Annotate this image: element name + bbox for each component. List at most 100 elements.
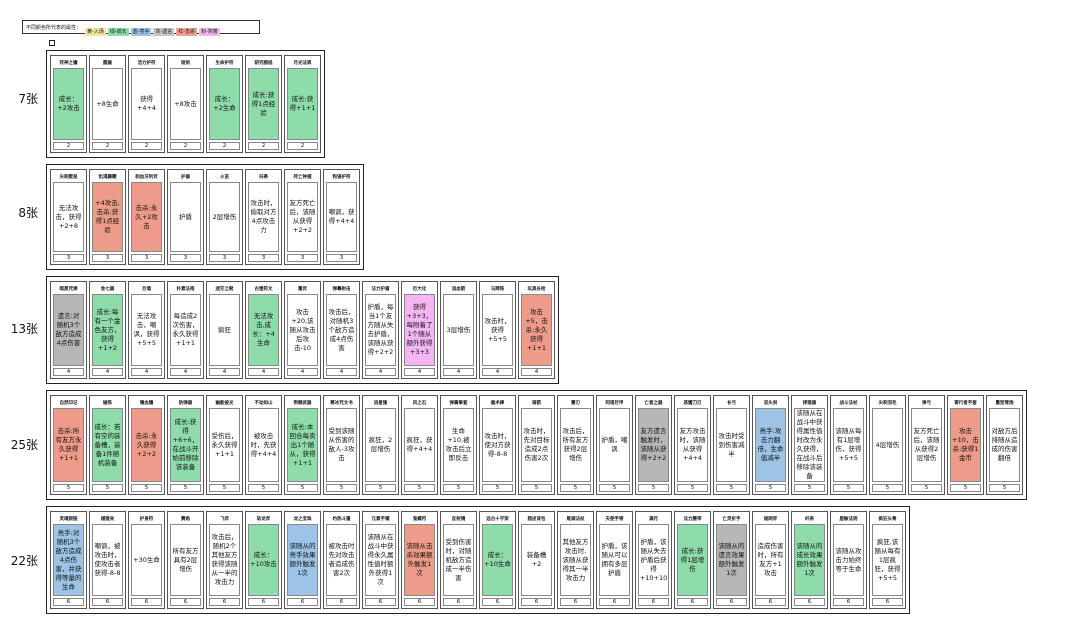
- equipment-card[interactable]: 古惺符文 无法攻击,成长：+4生命 4: [245, 281, 282, 379]
- equipment-card[interactable]: 骑箭 攻击时，先对目标造成2点伤害2次 5: [518, 395, 555, 495]
- equipment-card[interactable]: 恶魔刀刃 友方攻击时，该随从获得+4+4 5: [674, 395, 711, 495]
- equipment-card[interactable]: 双头剑 亮手:攻击力翻倍，生命值减半 5: [752, 395, 789, 495]
- card-cost: 6: [833, 598, 864, 606]
- equipment-card[interactable]: 月光法典 成长:获得+1+1 2: [284, 55, 321, 153]
- card-cost: 4: [131, 368, 162, 376]
- equipment-card[interactable]: 法力护盾 护盾，每当1个友方随从失去护盾，该随从获得+2+2 4: [362, 281, 399, 379]
- equipment-card[interactable]: 朴素法袍 每造成2次伤害，永久获得+1+1 4: [167, 281, 204, 379]
- card-effect: 该随从的遗言效果额外触发1次: [716, 524, 747, 596]
- equipment-card[interactable]: 活力护符 获得+4+4 2: [128, 55, 165, 153]
- equipment-card[interactable]: 玩具长枪 攻击+5，击杀:永久获得+1+1 4: [518, 281, 555, 379]
- equipment-card[interactable]: 满月 护盾，该随从失去护盾后获得+10+10 6: [635, 511, 672, 609]
- equipment-card[interactable]: 扫帚 攻击时，偷取对方4点攻击力 3: [245, 169, 282, 265]
- card-name: 尖刺羽毛: [878, 401, 897, 406]
- equipment-card[interactable]: 短剑 +8攻击 2: [167, 55, 204, 153]
- card-cost: 5: [833, 484, 864, 492]
- equipment-card[interactable]: 护盾 护盾 3: [167, 169, 204, 265]
- equipment-card[interactable]: 幽能披光 受伤后，永久获得+1+1 5: [206, 395, 243, 495]
- checkbox-square[interactable]: [49, 40, 55, 46]
- equipment-card[interactable]: 弹幕射击 攻击后，对随机3个敌方造成4点伤害 4: [323, 281, 360, 379]
- equipment-card[interactable]: 元素手镯 该随从在战斗中获得永久属性值时额外获得1次 6: [362, 511, 399, 609]
- card-name: 古惺符文: [254, 287, 273, 292]
- equipment-card[interactable]: 防弹器 成长:获得+6+6，在战斗开始前移除该装备 5: [167, 395, 204, 495]
- equipment-card[interactable]: 刺血牙利斧 击杀:永久+2攻击 3: [128, 169, 165, 265]
- equipment-card[interactable]: 火苗 2层增伤 3: [206, 169, 243, 265]
- legend-item: 蓝-亮手: [130, 27, 152, 36]
- equipment-card[interactable]: 暗黑咒弹 遗言:对随机3个敌方造成4点伤害 4: [50, 281, 87, 379]
- equipment-card[interactable]: 猎皮背包 装备槽+2 6: [518, 511, 555, 609]
- equipment-card[interactable]: 亡者之器 友方遗言触发时，该随从获得+2+2 5: [635, 395, 672, 495]
- equipment-card[interactable]: 赛角 所有友方具有2层增伤 6: [167, 511, 204, 609]
- card-name: 灵魂锁链: [59, 517, 78, 522]
- equipment-card[interactable]: 巨墙 无法攻击，嘲讽，获得+5+5 4: [128, 281, 165, 379]
- card-cost: 5: [482, 484, 513, 492]
- equipment-card[interactable]: 斩龙斧 成长：+10攻击 6: [245, 511, 282, 609]
- equipment-card[interactable]: 尖刺羽毛 4层增伤 5: [869, 395, 906, 495]
- card-name: 纤表: [805, 517, 814, 522]
- equipment-card[interactable]: 疯狂头骨 疯狂,该随从每有1层疯狂，获得+5+5 6: [869, 511, 906, 609]
- equipment-card[interactable]: 长弓 攻击时受到伤害减半 5: [713, 395, 750, 495]
- equipment-card[interactable]: 天使手铐 护盾，该随从可以拥有多层护盾 6: [596, 511, 633, 609]
- equipment-card[interactable]: 护身符 +30生命 6: [128, 511, 165, 609]
- equipment-card[interactable]: 迷茫之靴 疯狂 4: [206, 281, 243, 379]
- equipment-card[interactable]: 流星锤 疯狂，2层增伤 5: [362, 395, 399, 495]
- equipment-card[interactable]: 巨大化 获得+3+3，每附着了1个随从额外获得+3+3 4: [401, 281, 438, 379]
- equipment-card[interactable]: 生命护符 成长：+2生命 2: [206, 55, 243, 153]
- equipment-card[interactable]: 马蹄铁 攻击时，获得+5+5 4: [479, 281, 516, 379]
- card-cost: 3: [326, 254, 357, 262]
- equipment-card[interactable]: 金七器 成长:每有一个金色友方，获得+1+2 4: [89, 281, 126, 379]
- equipment-card[interactable]: 龙之宝珠 该随从的亮手效果额外触发1次 6: [284, 511, 321, 609]
- equipment-card[interactable]: 捕猎夹 嘲讽，被攻击时，使攻击者获得-8-8 6: [89, 511, 126, 609]
- card-effect: 成长：若有空的装备槽，装备1件随机装备: [92, 408, 123, 482]
- equipment-card[interactable]: 流血箭 3层增伤 4: [440, 281, 477, 379]
- equipment-card[interactable]: 纤表 该随从的成长效果额外触发1次 6: [791, 511, 828, 609]
- equipment-card[interactable]: 飞斧 攻击后，随机2个其他友方获得该随从一半的攻击力 6: [206, 511, 243, 609]
- equipment-card[interactable]: 磁铁 成长：若有空的装备槽，装备1件随机装备 5: [89, 395, 126, 495]
- equipment-card[interactable]: 寄行者手套 攻击+10，击杀:获得1金币 5: [947, 395, 984, 495]
- equipment-card[interactable]: 尖刺壁垒 无法攻击，获得+2+8 3: [50, 169, 87, 265]
- equipment-card[interactable]: 重斧 攻击+20,该随从攻击后攻击-10 4: [284, 281, 321, 379]
- card-effect: 对敌方后排随从造成的伤害翻倍: [989, 408, 1020, 482]
- equipment-card[interactable]: 战斗法杖 该随从每有1层增伤，获得+5+5 5: [830, 395, 867, 495]
- equipment-card[interactable]: 灼热斗篷 被攻击时先对攻击者造成伤害2次 6: [323, 511, 360, 609]
- equipment-card[interactable]: 弹弓 友方死亡后，该随从获得2层增伤 5: [908, 395, 945, 495]
- card-cost: 4: [53, 368, 84, 376]
- card-cost: 5: [677, 484, 708, 492]
- card-cost: 6: [248, 598, 279, 606]
- equipment-card[interactable]: 重型弩炮 对敌方后排随从造成的伤害翻倍 5: [986, 395, 1023, 495]
- card-name: 寒冰咒文书: [330, 401, 353, 406]
- equipment-card[interactable]: 寒冰咒文书 受到该随从伤害的敌人-3攻击 5: [323, 395, 360, 495]
- card-effect: 击杀:永久获得+2+2: [131, 408, 162, 482]
- equipment-card[interactable]: 亡灵折手 该随从的遗言效果额外触发1次 6: [713, 511, 750, 609]
- equipment-card[interactable]: 死神之镰 成长：+2攻击 2: [50, 55, 87, 153]
- equipment-card[interactable]: 屋敏法则 该随从攻击力始终等于生命 6: [830, 511, 867, 609]
- equipment-card[interactable]: 死亡钟摆 友方死亡后，该随从获得+2+2 3: [284, 169, 321, 265]
- equipment-card[interactable]: 鬼螺符 该随从击杀效果额外触发1次 6: [401, 511, 438, 609]
- card-effect: +8生命: [92, 68, 123, 140]
- equipment-card[interactable]: 阿塔巨甲 护盾，嘲讽 5: [596, 395, 633, 495]
- equipment-card[interactable]: 规网斧 造成伤害时，所有友方+1攻击 6: [752, 511, 789, 609]
- equipment-card[interactable]: 弹簧拳套 生命+10,被攻击后立即反击 5: [440, 395, 477, 495]
- equipment-card[interactable]: 饥渴藤鞭 +4攻击,击杀:获得1点经验 3: [89, 169, 126, 265]
- equipment-card[interactable]: 法力腰带 成长:获得1层增伤 6: [674, 511, 711, 609]
- equipment-card[interactable]: 研究图纸 成长:获得1点经验 2: [245, 55, 282, 153]
- equipment-card[interactable]: 荆棘武器 成长:本回合每卖出1个随从，获得+1+1 5: [284, 395, 321, 495]
- equipment-card[interactable]: 反射镜 受到伤害时，对随机敌方造成一半伤害 6: [440, 511, 477, 609]
- card-effect: 该随从的成长效果额外触发1次: [794, 524, 825, 596]
- equipment-card[interactable]: 自然印记 击杀:所有友方永久获得+1+1 5: [50, 395, 87, 495]
- card-effect: 攻击+5，击杀:永久获得+1+1: [521, 294, 552, 366]
- equipment-card[interactable]: 风之石 疯狂，获得+4+4 5: [401, 395, 438, 495]
- equipment-card[interactable]: 圆盾 +8生命 2: [89, 55, 126, 153]
- equipment-card[interactable]: 尾骑法杖 其他友方攻击时,该随从获得其一半攻击力 6: [557, 511, 594, 609]
- card-cost: 5: [560, 484, 591, 492]
- equipment-card[interactable]: 灵魂锁链 亮手:对随机3个敌方造成4点伤害，并获得等量的生命 6: [50, 511, 87, 609]
- equipment-card[interactable]: 雷刃 攻击后，所有友方获得2层增伤 5: [557, 395, 594, 495]
- equipment-card[interactable]: 鹿术棒 攻击时，使对方获得-8-8 5: [479, 395, 516, 495]
- equipment-card[interactable]: 嗜血镰 击杀:永久获得+2+2 5: [128, 395, 165, 495]
- card-cost: 5: [755, 484, 786, 492]
- card-effect: 友方攻击时，该随从获得+4+4: [677, 408, 708, 482]
- equipment-card[interactable]: 狗语护符 嘲讽，获得+4+4 3: [323, 169, 360, 265]
- equipment-card[interactable]: 不动如山 被攻击时，先获得+4+4 5: [245, 395, 282, 495]
- equipment-card[interactable]: 远古十字架 成长：+10生命 6: [479, 511, 516, 609]
- equipment-card[interactable]: 捍猎器 该随从在战斗中获得属性值时改为永久获得，在战斗后移除该装备 5: [791, 395, 828, 495]
